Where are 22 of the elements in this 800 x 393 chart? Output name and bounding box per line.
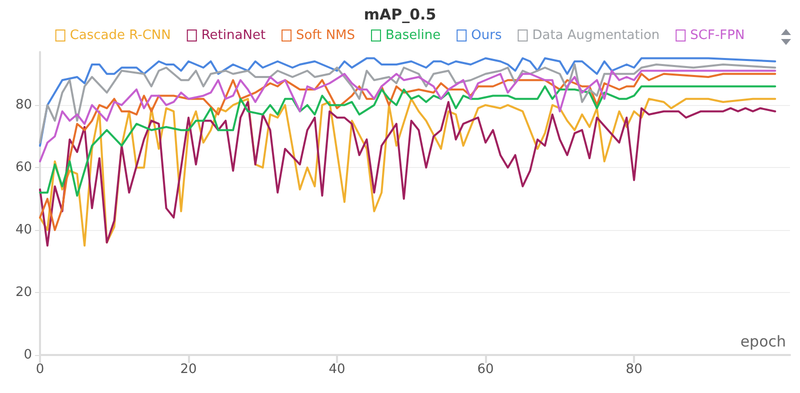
x-tick-label: 0 — [36, 362, 44, 377]
legend-label: Cascade R-CNN — [70, 28, 171, 43]
legend-label: Data Augmentation — [532, 28, 660, 43]
line-series — [39, 85, 776, 197]
x-tick-label: 40 — [328, 362, 346, 377]
y-tick-label: 40 — [15, 222, 32, 238]
legend-label: Soft NMS — [296, 28, 356, 43]
line-series — [39, 72, 776, 232]
legend-label: SCF-FPN — [690, 28, 745, 43]
x-axis-title: epoch — [740, 332, 786, 350]
legend-label: Ours — [471, 28, 502, 43]
x-tick-label: 80 — [626, 362, 642, 377]
line-series — [39, 70, 776, 162]
x-tick-label: 60 — [477, 362, 494, 377]
y-tick-label: 20 — [15, 285, 32, 300]
legend-label: Baseline — [386, 28, 441, 43]
y-tick-label: 80 — [15, 98, 32, 113]
legend-label: RetinaNet — [201, 28, 266, 43]
x-tick-label: 20 — [180, 362, 197, 377]
chart-title: mAP_0.5 — [364, 6, 436, 24]
y-tick-label: 60 — [15, 160, 32, 176]
y-tick-label: 0 — [24, 348, 32, 362]
